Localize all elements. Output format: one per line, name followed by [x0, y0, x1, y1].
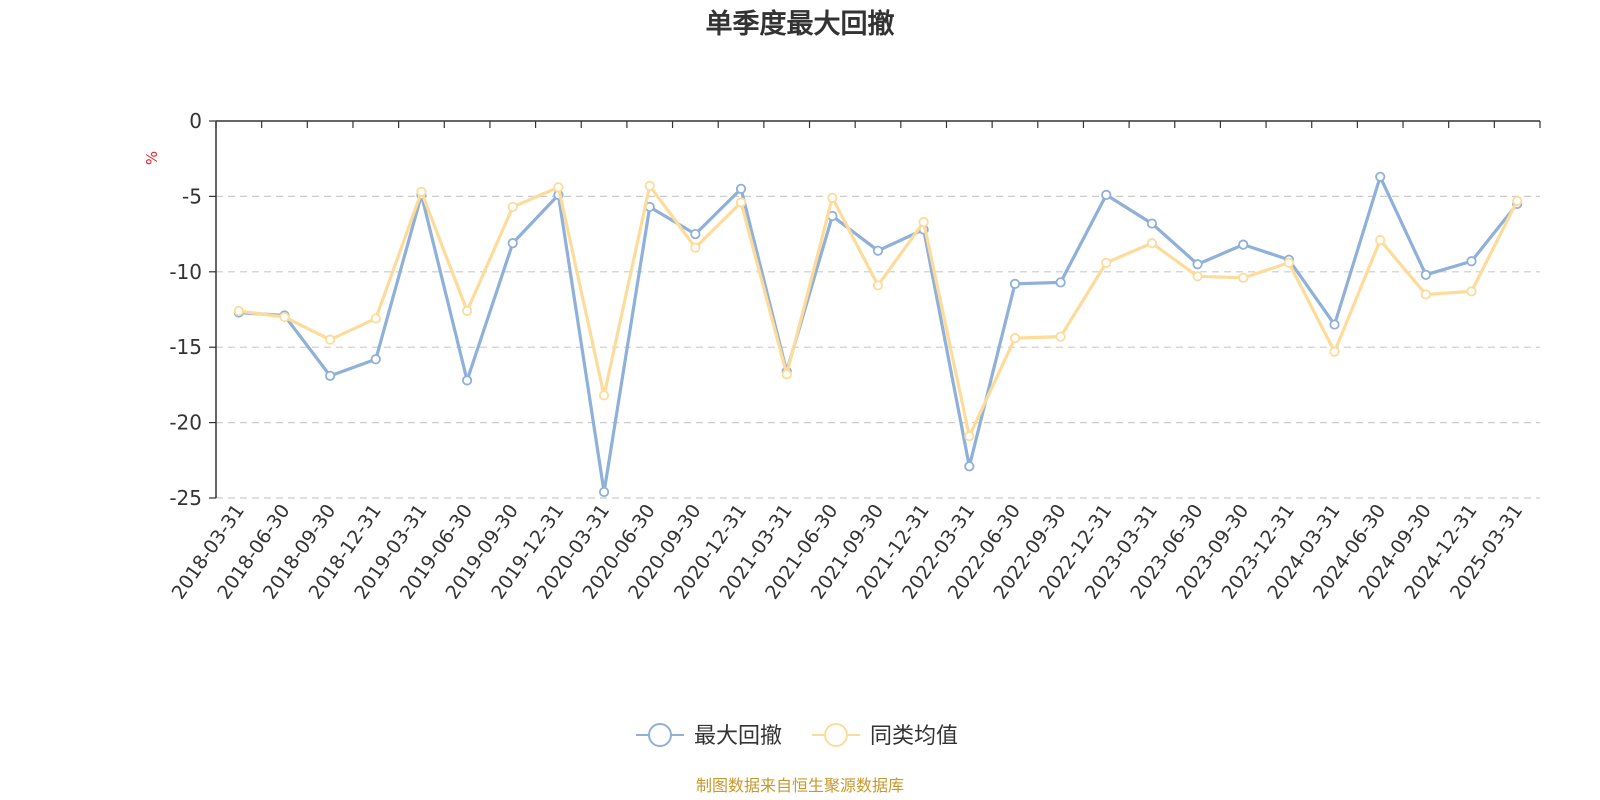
data-point[interactable]: [1101, 189, 1112, 200]
data-point[interactable]: [690, 229, 701, 240]
data-point[interactable]: [1283, 257, 1294, 268]
data-point[interactable]: [918, 216, 929, 228]
series-2: [233, 180, 1523, 442]
legend-label: 最大回撤: [694, 724, 782, 749]
data-point[interactable]: [1420, 289, 1431, 300]
y-tick-label: 0: [189, 109, 202, 133]
data-point[interactable]: [370, 313, 381, 324]
data-point[interactable]: [735, 197, 747, 208]
data-point[interactable]: [872, 245, 884, 256]
data-point[interactable]: [279, 311, 290, 323]
data-point[interactable]: [462, 305, 473, 317]
data-point[interactable]: [1238, 272, 1249, 283]
y-tick-label: -15: [169, 335, 202, 359]
data-point[interactable]: [964, 431, 975, 442]
data-point[interactable]: [416, 186, 427, 197]
data-point[interactable]: [1146, 238, 1158, 249]
data-point[interactable]: [872, 280, 884, 291]
data-point[interactable]: [1375, 171, 1386, 182]
legend-label: 同类均值: [870, 724, 958, 749]
data-point[interactable]: [1329, 319, 1340, 330]
data-point[interactable]: [1329, 346, 1340, 357]
legend-marker: [648, 723, 672, 747]
data-point[interactable]: [598, 390, 610, 401]
series-lines: [233, 171, 1523, 498]
legend-item-2[interactable]: 同类均值: [812, 723, 958, 749]
data-point[interactable]: [644, 180, 655, 191]
data-point[interactable]: [781, 369, 792, 380]
y-tick-label: -25: [169, 486, 202, 510]
data-point[interactable]: [370, 354, 381, 365]
chart-title: 单季度最大回撤: [706, 8, 895, 40]
data-point[interactable]: [1192, 259, 1203, 270]
data-point[interactable]: [1375, 235, 1386, 246]
data-point[interactable]: [325, 334, 336, 345]
data-point[interactable]: [462, 375, 473, 386]
data-point[interactable]: [233, 305, 244, 317]
data-point[interactable]: [690, 242, 701, 253]
data-point[interactable]: [1055, 277, 1066, 288]
data-point[interactable]: [735, 183, 747, 194]
y-tick-label: -5: [182, 184, 202, 208]
gridlines: [216, 195, 1540, 499]
data-point[interactable]: [553, 182, 564, 193]
y-axis-unit-label: %: [143, 151, 161, 165]
data-point[interactable]: [1466, 286, 1477, 297]
data-point[interactable]: [964, 461, 975, 472]
data-point[interactable]: [1466, 256, 1477, 267]
y-tick-label: -10: [169, 260, 202, 284]
legend[interactable]: 最大回撤 同类均值: [636, 723, 958, 749]
data-point[interactable]: [1009, 278, 1021, 289]
data-point[interactable]: [827, 192, 838, 204]
legend-item-1[interactable]: 最大回撤: [636, 723, 782, 749]
data-point[interactable]: [1192, 271, 1203, 282]
series-1: [233, 171, 1523, 498]
data-point[interactable]: [1009, 333, 1021, 344]
data-point[interactable]: [507, 201, 518, 213]
data-point[interactable]: [507, 238, 518, 249]
data-point[interactable]: [598, 486, 610, 498]
y-tick-label: -20: [169, 411, 202, 435]
data-point[interactable]: [325, 370, 336, 381]
data-source-note: 制图数据来自恒生聚源数据库: [696, 776, 904, 795]
data-point[interactable]: [1420, 269, 1431, 280]
data-point[interactable]: [1238, 239, 1249, 250]
legend-marker: [824, 723, 848, 747]
data-point[interactable]: [1101, 257, 1112, 268]
data-point[interactable]: [1512, 195, 1523, 207]
data-point[interactable]: [1146, 218, 1158, 229]
data-point[interactable]: [1055, 331, 1066, 342]
